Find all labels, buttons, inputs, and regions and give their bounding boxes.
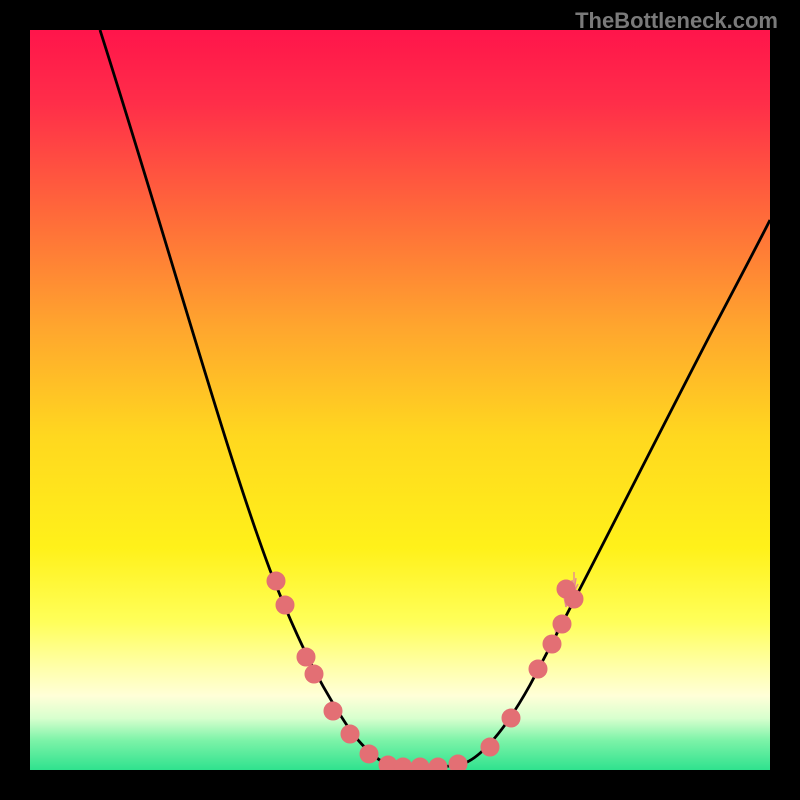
data-marker [429,758,447,770]
data-marker [305,665,323,683]
plot-area [30,30,770,770]
data-marker [553,615,571,633]
markers-layer [267,572,583,770]
data-marker [297,648,315,666]
data-marker [324,702,342,720]
data-marker [529,660,547,678]
bottleneck-curve [30,30,770,770]
data-marker [411,758,429,770]
data-marker [360,745,378,763]
data-marker [394,758,412,770]
data-marker [481,738,499,756]
data-marker [502,709,520,727]
chart-container: TheBottleneck.com [0,0,800,800]
data-marker [543,635,561,653]
curve-line [100,30,770,767]
data-marker [557,580,575,598]
data-marker [276,596,294,614]
data-marker [341,725,359,743]
data-marker [267,572,285,590]
data-marker [449,755,467,770]
watermark-text: TheBottleneck.com [575,8,778,34]
